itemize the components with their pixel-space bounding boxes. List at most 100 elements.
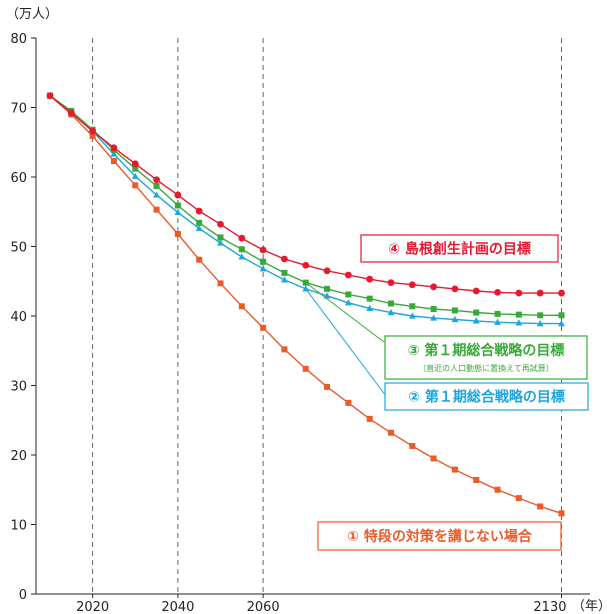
x-tick-label-2130: 2130 [533,600,566,614]
point-s3-2055 [238,246,245,253]
y-tick-label-20: 20 [10,449,27,464]
point-s4-2030 [131,160,139,168]
point-s4-2045 [195,207,203,215]
label-text-s3: ③ 第１期総合戦略の目標 [408,342,565,359]
x-ticks: 2020 2040 2060 2130 [76,594,567,614]
point-s3-2090 [388,300,394,307]
callout-line-s2 [305,288,387,397]
point-s2-2110 [472,317,480,324]
point-s2-2040 [174,208,182,216]
point-s2-2115 [494,318,501,325]
label-box-s4: ④ 島根創生計画の目標 [360,234,559,263]
point-s1-2030 [132,182,139,189]
y-ticks: 0 10 20 30 40 50 60 70 80 [10,32,36,603]
point-s1-2045 [196,256,203,263]
point-s4-2015 [67,109,75,117]
point-s4-2035 [153,176,160,184]
callout-lines [305,282,387,397]
point-s4-2120 [515,289,523,297]
point-s1-2115 [494,486,501,493]
point-s4-2050 [217,220,224,228]
point-s1-2120 [515,495,522,502]
point-s4-2090 [387,279,395,287]
point-s1-2070 [302,365,309,372]
series-labels: ① 特段の対策を講じない場合 ② 第１期総合戦略の目標 ③ 第１期総合戦略の目標 （直… [317,234,589,551]
point-s1-2130 [558,510,565,517]
point-s3-2045 [196,219,203,226]
label-box-s2: ② 第１期総合戦略の目標 [384,382,589,411]
point-s2-2060 [259,265,267,272]
label-subtext-s3: （直近の人口動態に置換えて再試算） [418,363,554,373]
point-s4-2105 [451,285,459,293]
point-s2-2090 [387,308,395,316]
point-s2-2035 [153,191,160,198]
point-s1-2105 [451,466,458,473]
point-s1-2055 [238,303,245,310]
point-s3-2030 [132,165,139,172]
y-tick-label-0: 0 [19,588,27,603]
y-tick-label-60: 60 [10,171,27,186]
series-s1 [47,92,565,517]
point-s1-2085 [366,415,373,422]
point-s1-2095 [409,442,416,449]
x-tick-label-2060: 2060 [247,600,280,614]
point-s4-2040 [174,191,182,199]
point-s4-2085 [366,275,374,283]
point-s4-2065 [281,255,288,263]
series-group [46,92,565,517]
point-s2-2055 [238,253,246,260]
point-s3-2035 [153,183,160,190]
point-s4-2110 [472,287,480,295]
label-border-s4 [360,234,559,263]
point-s2-2120 [515,319,523,326]
point-s1-2040 [174,230,181,237]
label-text-s1: ① 特段の対策を講じない場合 [347,528,533,545]
point-s4-2070 [302,261,310,269]
point-s4-2025 [110,144,118,152]
axes [35,38,590,595]
y-tick-label-50: 50 [10,241,27,256]
point-s1-2090 [388,429,394,436]
point-s3-2060 [260,258,267,265]
label-text-s2: ② 第１期総合戦略の目標 [408,389,565,406]
y-tick-label-30: 30 [10,380,27,395]
point-s1-2080 [345,399,352,406]
point-s2-2085 [366,304,374,311]
x-unit-label: （年） [572,599,607,614]
point-s2-2070 [302,285,310,292]
point-s4-2060 [259,246,267,254]
point-s1-2065 [281,346,288,353]
point-s4-2115 [494,288,501,296]
y-tick-label-10: 10 [10,519,27,534]
point-s2-2095 [408,312,416,319]
point-s2-2075 [323,292,331,299]
point-s1-2025 [110,158,117,165]
y-tick-label-80: 80 [10,32,27,47]
point-s4-2055 [238,234,246,242]
y-tick-label-40: 40 [10,310,27,325]
point-s3-2040 [174,202,181,209]
point-s2-2050 [217,239,224,246]
point-s3-2065 [281,269,288,276]
point-s1-2035 [153,206,160,213]
point-s2-2065 [281,276,288,283]
point-s2-2125 [536,320,544,327]
series-line-s1 [49,95,562,515]
point-s3-2115 [494,310,501,317]
point-s4-2100 [430,283,438,291]
point-s3-2080 [345,291,352,298]
point-s4-2075 [323,267,331,275]
point-s3-2120 [515,311,522,318]
point-s3-2105 [451,307,458,314]
point-s4-2020 [89,127,97,135]
label-text-s4: ④ 島根創生計画の目標 [388,241,531,258]
x-tick-label-2020: 2020 [76,600,109,614]
point-s2-2100 [430,314,438,321]
point-s2-2030 [131,172,139,179]
y-tick-label-70: 70 [10,102,27,117]
point-s1-2050 [217,280,224,287]
point-s3-2075 [324,285,331,292]
point-s1-2110 [473,477,480,484]
point-s3-2100 [430,306,437,313]
